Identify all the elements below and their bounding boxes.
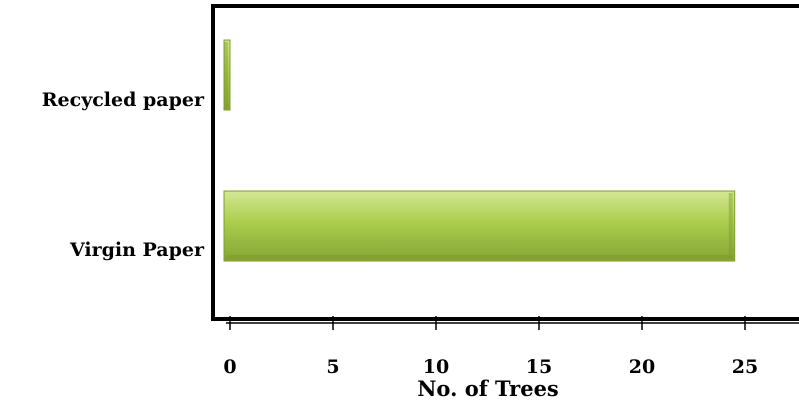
x-tick-label-5: 5: [326, 356, 339, 378]
x-tick-label-0: 0: [223, 356, 236, 378]
x-tick-label-10: 10: [423, 356, 449, 378]
bar-recycled-paper: [223, 39, 231, 111]
category-label-virgin-paper: Virgin Paper: [69, 239, 205, 261]
x-tick-label-20: 20: [629, 356, 655, 378]
x-axis-title: No. of Trees: [417, 376, 559, 401]
x-ticks: [229, 316, 746, 330]
x-tick-label-15: 15: [526, 356, 552, 378]
x-tick-label-25: 25: [732, 356, 758, 378]
bar-virgin-paper: [223, 190, 736, 262]
plot-frame: [211, 4, 799, 321]
category-label-recycled-paper: Recycled paper: [42, 89, 205, 111]
bars: [223, 39, 736, 262]
